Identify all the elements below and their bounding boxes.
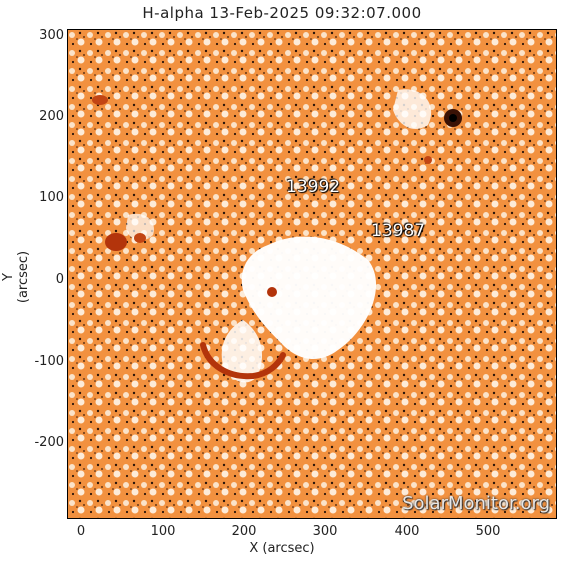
- y-axis-label: Y (arcsec): [1, 250, 31, 304]
- y-tick-label: 200: [39, 109, 64, 124]
- y-tick-label: 100: [39, 190, 64, 205]
- watermark: SolarMonitor.org: [402, 493, 550, 514]
- x-tick-label: 400: [394, 524, 420, 539]
- image-title: H-alpha 13-Feb-2025 09:32:07.000: [142, 4, 422, 22]
- x-tick-label: 500: [475, 524, 501, 539]
- y-tick-label: 0: [55, 272, 64, 287]
- region-label-13987: 13987: [371, 221, 426, 241]
- x-tick-label: 100: [150, 524, 176, 539]
- solar-disk-image: [68, 30, 556, 518]
- x-tick-label: 0: [76, 524, 86, 539]
- halpha-image: 13992 13987: [67, 29, 557, 519]
- y-tick-label: 300: [39, 28, 64, 43]
- region-label-13992: 13992: [286, 177, 341, 197]
- x-tick-label: 300: [312, 524, 338, 539]
- x-tick-label: 200: [231, 524, 257, 539]
- y-tick-label: -100: [34, 354, 64, 369]
- x-axis-label: X (arcsec): [249, 541, 315, 556]
- y-tick-label: -200: [34, 435, 64, 450]
